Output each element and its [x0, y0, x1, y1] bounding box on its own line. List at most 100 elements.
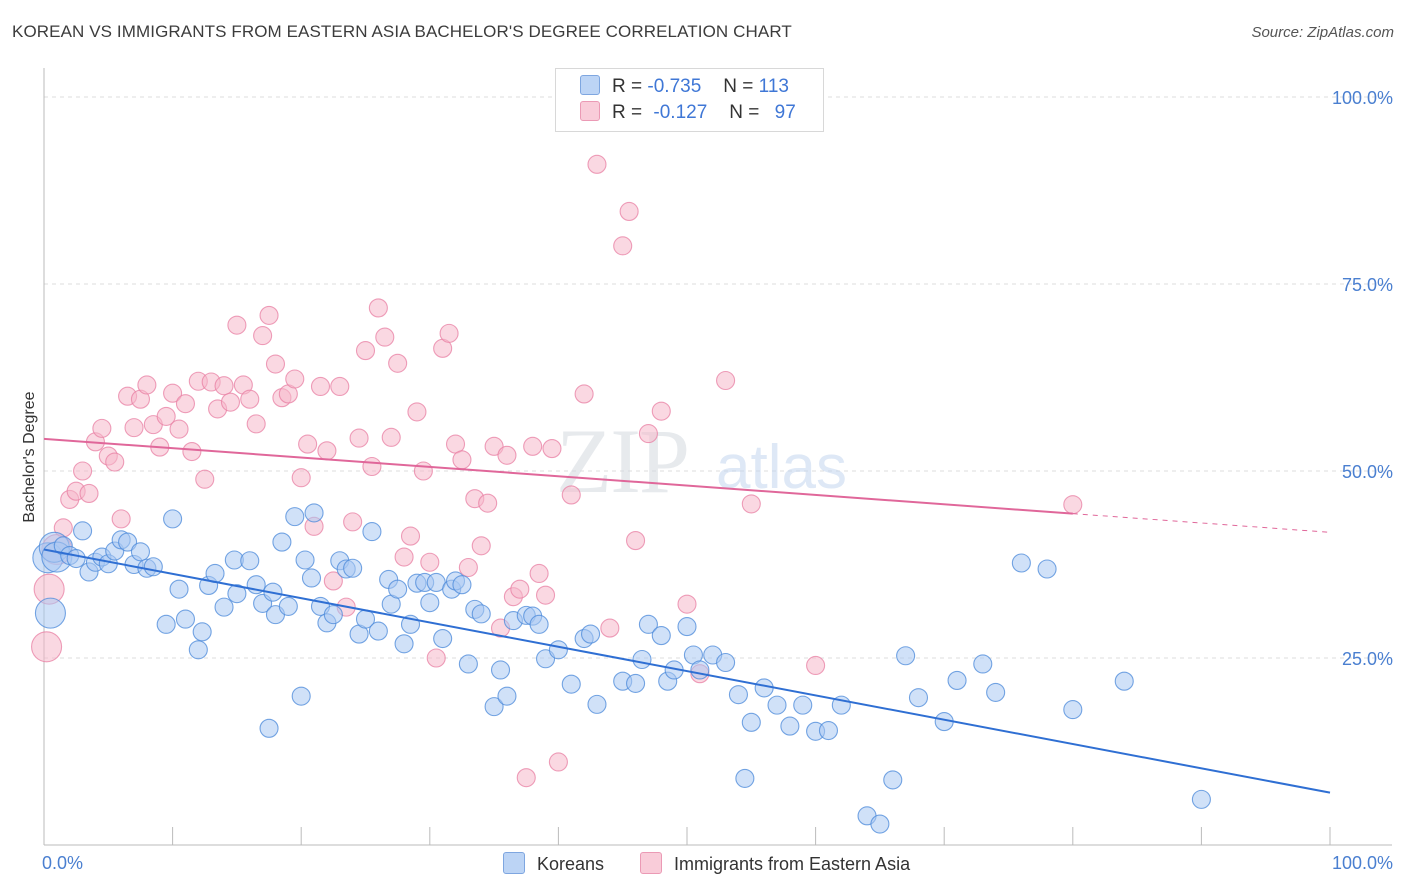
koreans-point-6 — [66, 548, 86, 569]
koreans-point-18 — [143, 557, 163, 577]
koreans-point-62 — [433, 629, 453, 649]
koreans-point-41 — [301, 568, 322, 588]
koreans-point-69 — [484, 697, 504, 717]
r-value: -0.735 — [647, 76, 702, 97]
koreans-point-77 — [548, 640, 568, 660]
eastern-asia-point-82 — [574, 384, 594, 404]
y-tick-label-1: 50.0% — [1342, 462, 1393, 482]
koreans-point-110 — [947, 670, 967, 690]
r-label: R = — [612, 102, 643, 123]
koreans-point-111 — [973, 654, 993, 674]
eastern-asia-point-22 — [175, 394, 196, 414]
koreans-point-108 — [908, 688, 929, 708]
koreans-point-98 — [767, 695, 787, 715]
koreans-point-66 — [458, 654, 478, 674]
eastern-asia-point-20 — [163, 383, 183, 403]
eastern-asia-point-80 — [548, 752, 568, 772]
eastern-asia-point-11 — [105, 452, 125, 472]
stats-row-koreans: R = -0.735 N = 113 — [580, 75, 789, 101]
koreans-point-96 — [741, 712, 761, 732]
koreans-point-81 — [587, 694, 607, 714]
n-value: 113 — [758, 76, 789, 97]
y-axis-label: Bachelor's Degree — [21, 391, 38, 522]
koreans-point-27 — [214, 597, 234, 617]
eastern-asia-point-54 — [381, 427, 401, 447]
legend-label-eastern-asia: Immigrants from Eastern Asia — [674, 854, 911, 874]
eastern-asia-point-12 — [111, 509, 131, 529]
eastern-asia-point-25 — [195, 469, 215, 489]
koreans-swatch — [503, 852, 525, 874]
watermark-atlas: atlas — [716, 433, 847, 502]
koreans-point-83 — [626, 673, 646, 693]
koreans-point-91 — [690, 660, 710, 680]
legend-item-eastern-asia[interactable]: Immigrants from Eastern Asia — [640, 852, 910, 875]
eastern-asia-point-88 — [638, 424, 658, 444]
koreans-point-1 — [34, 597, 66, 629]
koreans-point-116 — [1114, 671, 1134, 691]
eastern-asia-point-87 — [626, 531, 646, 551]
koreans-point-105 — [870, 814, 890, 834]
koreans-point-115 — [1063, 700, 1083, 720]
y-tick-label-2: 75.0% — [1342, 275, 1393, 295]
series-eastern-asia-points — [31, 154, 1083, 788]
stats-legend: R = -0.735 N = 113 R = -0.127 N = 97 — [555, 68, 824, 132]
koreans-point-99 — [780, 716, 800, 736]
eastern-asia-point-63 — [439, 323, 459, 343]
koreans-point-30 — [240, 551, 260, 571]
eastern-asia-point-44 — [317, 441, 337, 461]
eastern-asia-point-50 — [355, 341, 376, 361]
koreans-point-40 — [295, 550, 315, 570]
koreans-point-24 — [192, 622, 212, 642]
eastern-asia-point-33 — [246, 414, 266, 434]
koreans-point-37 — [278, 596, 298, 616]
eastern-asia-point-69 — [478, 493, 498, 513]
koreans-point-48 — [343, 558, 363, 578]
tick-labels: 25.0% 50.0% 75.0% 100.0% 0.0% 100.0% — [42, 88, 1393, 873]
koreans-point-22 — [175, 609, 196, 629]
eastern-asia-point-28 — [214, 376, 234, 396]
koreans-point-39 — [291, 686, 311, 706]
x-tick-label-1: 100.0% — [1332, 853, 1393, 873]
series-koreans-points — [32, 503, 1211, 834]
eastern-asia-point-16 — [137, 375, 157, 395]
koreans-point-36 — [272, 532, 292, 552]
koreans-point-14 — [118, 532, 138, 552]
eastern-asia-point-58 — [407, 402, 427, 422]
eastern-asia-point-60 — [420, 552, 440, 572]
koreans-point-56 — [394, 634, 414, 654]
koreans-point-19 — [156, 614, 176, 634]
y-tick-label-0: 25.0% — [1342, 649, 1393, 669]
legend-item-koreans[interactable]: Koreans — [503, 852, 604, 875]
koreans-point-51 — [362, 522, 382, 542]
eastern-asia-point-7 — [79, 483, 99, 503]
koreans-point-85 — [638, 614, 658, 634]
koreans-point-42 — [304, 503, 324, 523]
eastern-asia-point-49 — [349, 428, 369, 448]
eastern-asia-point-61 — [426, 648, 446, 668]
eastern-asia-point-48 — [343, 512, 363, 532]
eastern-asia-point-56 — [394, 547, 414, 567]
koreans-point-29 — [227, 584, 247, 604]
stats-row-eastern-asia: R = -0.127 N = 97 — [580, 101, 796, 127]
eastern-asia-point-65 — [452, 450, 472, 470]
koreans-point-78 — [561, 674, 581, 694]
eastern-asia-point-19 — [156, 406, 176, 426]
koreans-point-16 — [130, 542, 150, 562]
eastern-asia-point-74 — [510, 579, 530, 599]
eastern-asia-swatch — [580, 101, 600, 121]
koreans-point-95 — [735, 768, 755, 788]
eastern-asia-trend-extension — [1072, 513, 1331, 533]
koreans-point-55 — [388, 579, 408, 599]
koreans-point-65 — [452, 575, 472, 595]
eastern-asia-point-34 — [253, 326, 273, 346]
eastern-asia-point-66 — [458, 557, 478, 578]
koreans-point-71 — [497, 686, 517, 706]
eastern-asia-point-36 — [265, 354, 286, 374]
koreans-point-113 — [1011, 553, 1031, 573]
eastern-asia-point-84 — [600, 618, 620, 638]
koreans-point-94 — [728, 685, 748, 705]
koreans-point-21 — [169, 579, 189, 599]
koreans-point-23 — [188, 640, 208, 660]
trend-lines — [43, 437, 1331, 794]
n-label: N = — [723, 76, 754, 97]
